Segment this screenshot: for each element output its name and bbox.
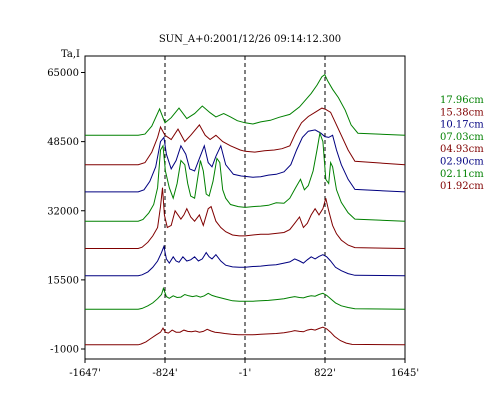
x-tick-label-1: -824' (152, 368, 177, 379)
series-line-6 (85, 286, 406, 310)
series-lines (85, 73, 406, 346)
legend-entry-5: 02.90cm (440, 157, 484, 168)
legend-entry-7: 01.92cm (440, 181, 484, 192)
chart-title: SUN_A+0:2001/12/26 09:14:12.300 (159, 34, 341, 45)
y-axis-label: Ta,I (61, 49, 80, 60)
legend-entry-2: 10.17cm (440, 120, 484, 131)
legend-entry-3: 07.03cm (440, 132, 484, 143)
series-line-3 (85, 131, 406, 222)
series-line-7 (85, 326, 406, 346)
reference-lines (164, 56, 326, 359)
series-line-2 (85, 129, 406, 193)
x-tick-label-3: 822' (314, 368, 336, 379)
y-tick-label-2: 32000 (47, 206, 79, 217)
y-axis-ticks: 65000 48500 32000 15500 -1000 (47, 68, 85, 356)
legend-entry-4: 04.93cm (440, 144, 484, 155)
x-tick-label-0: -1647' (69, 368, 101, 379)
legend-entry-1: 15.38cm (440, 107, 484, 118)
legend-entry-0: 17.96cm (440, 95, 484, 106)
x-tick-label-2: -1' (239, 368, 252, 379)
y-tick-label-3: 15500 (47, 275, 79, 286)
series-line-4 (85, 187, 406, 249)
series-line-5 (85, 244, 406, 277)
series-line-1 (85, 107, 406, 166)
y-tick-label-4: -1000 (50, 345, 79, 356)
legend-entry-6: 02.11cm (440, 169, 484, 180)
x-axis-ticks: -1647' -824' -1' 822' 1645' (69, 359, 419, 379)
x-tick-label-4: 1645' (391, 368, 419, 379)
y-tick-label-0: 65000 (47, 68, 79, 79)
series-line-0 (85, 73, 406, 136)
y-tick-label-1: 48500 (47, 137, 79, 148)
